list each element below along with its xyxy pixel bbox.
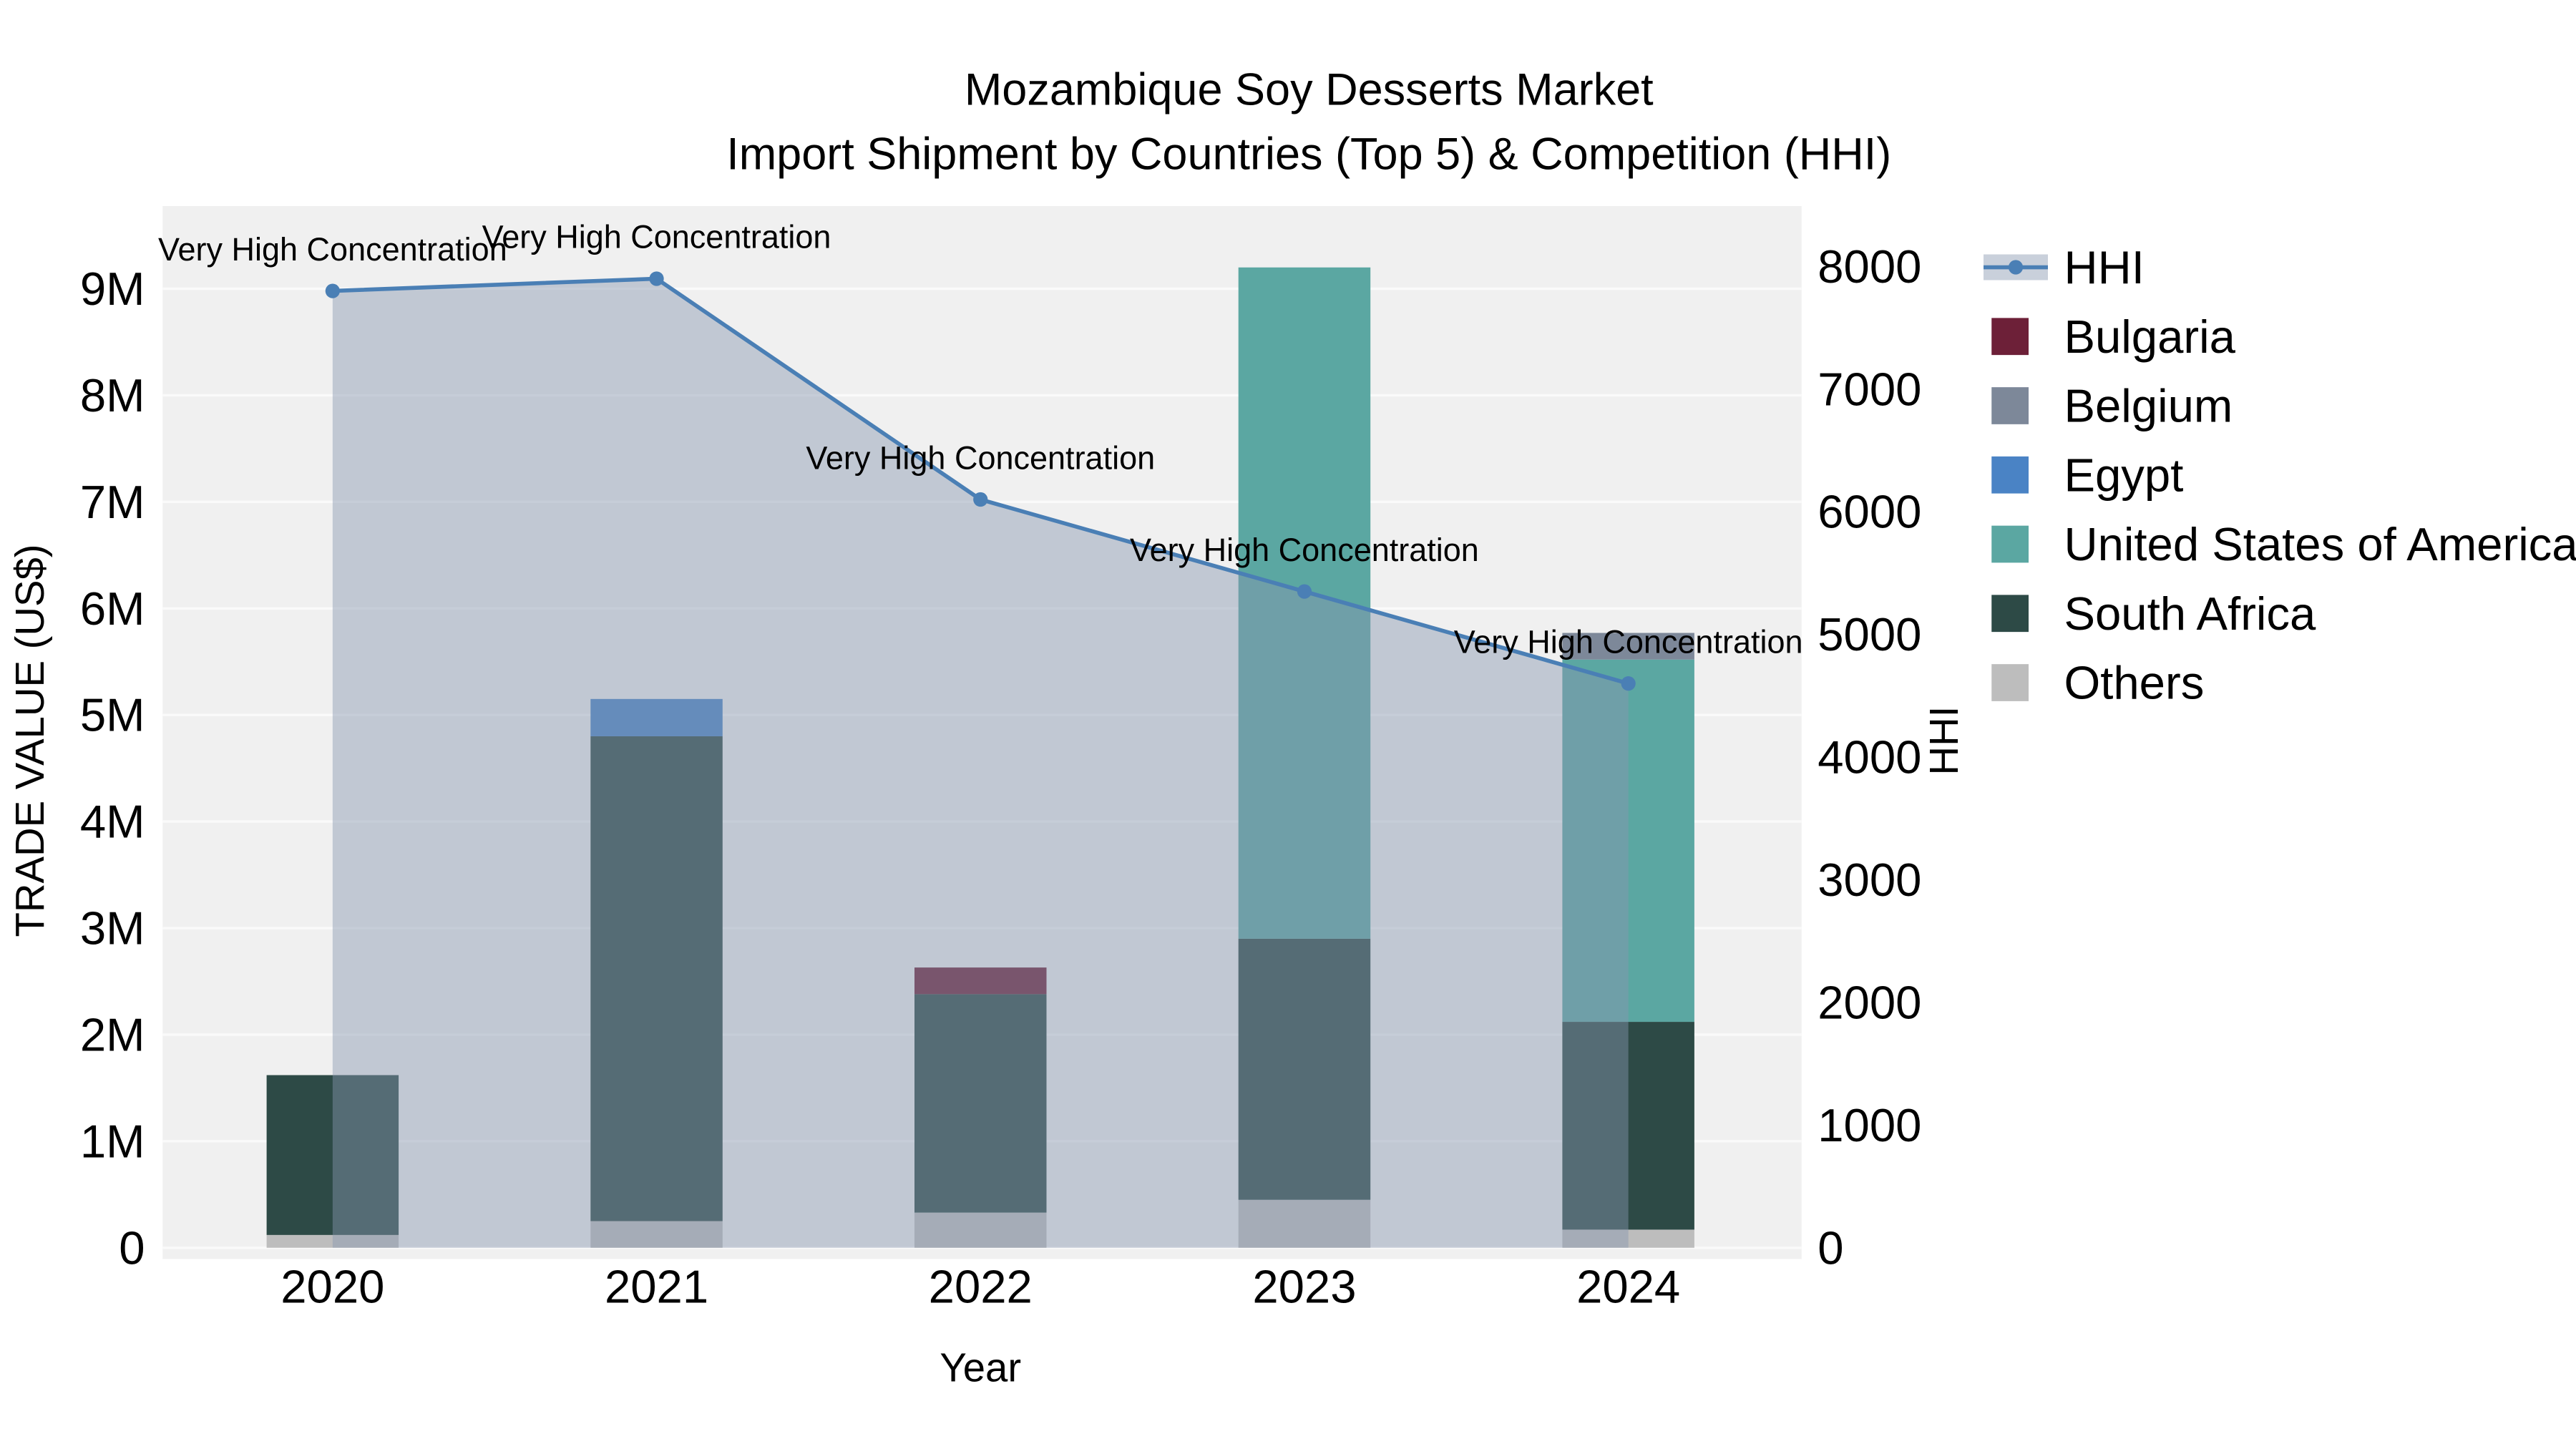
hhi-point-2022 <box>973 492 988 507</box>
legend-item-belgium: Belgium <box>1991 380 2233 432</box>
y-left-tick-label: 2M <box>80 1008 145 1060</box>
bar-segment-bulgaria-2022 <box>914 967 1047 995</box>
y-right-tick-label: 7000 <box>1818 363 1921 415</box>
annotation-2020: Very High Concentration <box>158 231 507 268</box>
hhi-point-2023 <box>1297 584 1312 599</box>
chart-legend: HHI Bulgaria Belgium Egypt United States of … <box>1984 241 2576 709</box>
bar-segment-others-2023 <box>1238 1199 1371 1248</box>
legend-swatch-south-africa <box>1991 595 2029 633</box>
legend-swatch-others <box>1991 664 2029 701</box>
legend-label: Bulgaria <box>2064 311 2236 363</box>
legend-item-egypt: Egypt <box>1991 449 2183 501</box>
y-right-tick-label: 3000 <box>1818 854 1921 906</box>
bar-segment-others-2020 <box>266 1234 399 1248</box>
y-left-tick-label: 9M <box>80 263 145 315</box>
x-tick-label-2021: 2021 <box>605 1260 708 1312</box>
x-tick-label-2023: 2023 <box>1252 1260 1356 1312</box>
y-left-tick-label: 3M <box>80 902 145 955</box>
y-left-tick-label: 0 <box>119 1221 145 1274</box>
annotation-2023: Very High Concentration <box>1130 532 1479 568</box>
legend-label: Egypt <box>2064 449 2184 501</box>
y-right-tick-label: 1000 <box>1818 1099 1921 1151</box>
y-axis-right-title: HHI <box>1921 706 1966 776</box>
y-right-tick-label: 5000 <box>1818 608 1921 660</box>
legend-item-others: Others <box>1991 657 2204 709</box>
bar-segment-egypt-2021 <box>590 698 723 736</box>
y-right-tick-label: 2000 <box>1818 976 1921 1028</box>
y-right-tick-label: 8000 <box>1818 240 1921 293</box>
bar-segment-united-states-of-america-2024 <box>1562 659 1694 1023</box>
annotation-2024: Very High Concentration <box>1454 623 1803 660</box>
bar-segment-others-2024 <box>1562 1229 1694 1248</box>
hhi-point-2024 <box>1621 676 1636 691</box>
chart-title-line1: Mozambique Soy Desserts Market <box>965 64 1654 114</box>
legend-swatch-bulgaria <box>1991 318 2029 356</box>
y-right-tick-label: 4000 <box>1818 731 1921 784</box>
legend-label: South Africa <box>2064 587 2317 640</box>
y-left-tick-label: 6M <box>80 582 145 635</box>
legend-swatch-united-states-of-america <box>1991 525 2029 563</box>
legend-label: United States of America <box>2064 518 2576 570</box>
x-tick-label-2022: 2022 <box>929 1260 1033 1312</box>
y-axis-left-title: TRADE VALUE (US$) <box>7 544 52 937</box>
y-left-tick-label: 4M <box>80 796 145 848</box>
bar-segment-south-africa-2024 <box>1562 1022 1694 1230</box>
hhi-area-fill <box>332 278 1629 1248</box>
bar-segment-south-africa-2021 <box>590 736 723 1221</box>
hhi-point-2021 <box>649 271 664 286</box>
legend-swatch-belgium <box>1991 387 2029 424</box>
x-tick-label-2024: 2024 <box>1576 1260 1680 1312</box>
legend-swatch-egypt <box>1991 456 2029 494</box>
legend-label: HHI <box>2064 241 2145 293</box>
bar-segment-south-africa-2020 <box>266 1075 399 1235</box>
y-right-tick-label: 0 <box>1818 1221 1843 1274</box>
chart-title-line2: Import Shipment by Countries (Top 5) & C… <box>726 129 1891 179</box>
legend-item-south-africa: South Africa <box>1991 587 2316 640</box>
legend-item-united-states-of-america: United States of America <box>1991 518 2576 570</box>
legend-item-bulgaria: Bulgaria <box>1991 311 2236 363</box>
legend-label: Belgium <box>2064 380 2233 432</box>
annotation-2021: Very High Concentration <box>482 219 831 255</box>
hhi-legend-marker <box>2008 260 2024 275</box>
y-left-tick-label: 8M <box>80 369 145 421</box>
legend-label: Others <box>2064 657 2205 709</box>
y-right-tick-label: 6000 <box>1818 486 1921 538</box>
bar-segment-others-2022 <box>914 1212 1047 1248</box>
bar-segment-others-2021 <box>590 1221 723 1248</box>
annotation-2022: Very High Concentration <box>806 439 1155 476</box>
legend-item-hhi: HHI <box>1984 241 2145 293</box>
bar-segment-south-africa-2023 <box>1238 938 1371 1200</box>
x-axis-title: Year <box>940 1345 1021 1390</box>
y-left-tick-label: 1M <box>80 1115 145 1167</box>
bar-segment-south-africa-2022 <box>914 994 1047 1213</box>
x-tick-label-2020: 2020 <box>280 1260 384 1312</box>
y-left-tick-label: 5M <box>80 689 145 741</box>
bar-segment-belgium-2024 <box>1562 633 1694 660</box>
hhi-point-2020 <box>325 283 340 298</box>
y-left-tick-label: 7M <box>80 476 145 528</box>
